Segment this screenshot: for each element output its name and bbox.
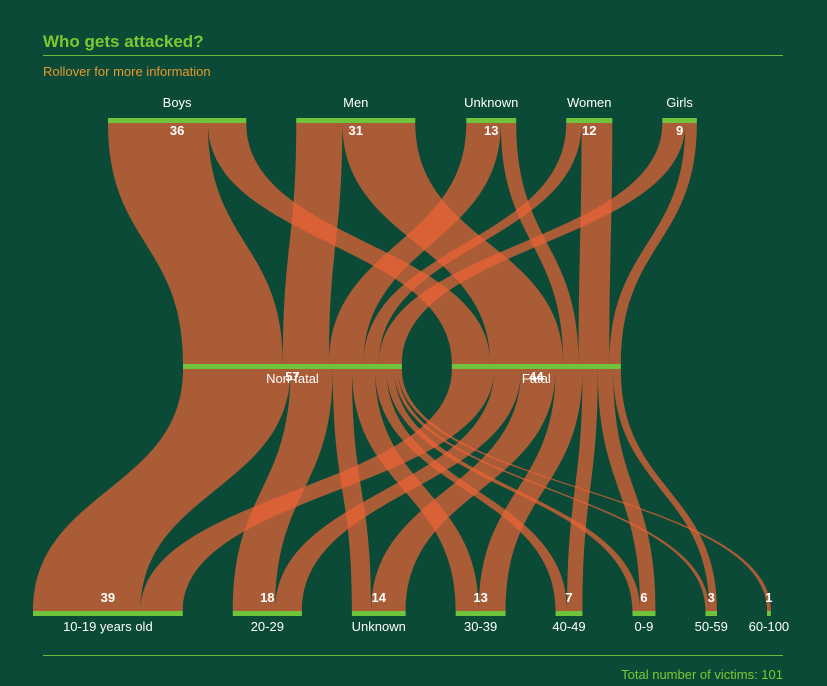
flow-nonfatal-to-a0[interactable]: 2 [386, 369, 641, 611]
node-label-a10: 10-19 years old [63, 619, 153, 634]
node-count-boys: 36 [170, 123, 184, 138]
flow-unknown_person-to-nonfatal[interactable]: 9 [328, 123, 501, 364]
node-bar-boys[interactable] [108, 118, 247, 123]
flow-men-to-nonfatal[interactable]: 12 [282, 123, 343, 364]
node-bar-a30[interactable] [455, 611, 506, 616]
node-label-a20: 20-29 [251, 619, 284, 634]
node-label-men: Men [343, 95, 368, 110]
flow-women-to-nonfatal[interactable]: 4 [363, 123, 582, 364]
node-bar-men[interactable] [296, 118, 416, 123]
node-bars: 36Boys31Men13Unknown12Women9Girls57Non-f… [33, 95, 789, 634]
flow-boys-to-nonfatal[interactable]: 26 [108, 123, 283, 364]
node-bar-unknown_person[interactable] [466, 118, 517, 123]
node-count-a40: 7 [565, 590, 572, 605]
flow-nonfatal-to-a50[interactable]: 1 [394, 369, 710, 611]
node-count-nonfatal: 57 [285, 369, 299, 384]
node-label-boys: Boys [163, 95, 192, 110]
node-label-a30: 30-39 [464, 619, 497, 634]
node-count-men: 31 [349, 123, 363, 138]
flow-nonfatal-to-a30[interactable]: 6 [351, 369, 479, 611]
node-label-nonfatal: Non-fatal [266, 371, 319, 386]
node-bar-aunk[interactable] [351, 611, 406, 616]
node-bar-a60[interactable] [767, 611, 771, 616]
node-count-a20: 18 [260, 590, 274, 605]
flow-fatal-to-a0[interactable]: 4 [597, 369, 656, 611]
node-count-women: 12 [582, 123, 596, 138]
node-bar-a10[interactable] [33, 611, 183, 616]
node-label-girls: Girls [666, 95, 693, 110]
node-count-girls: 9 [676, 123, 683, 138]
node-count-a10: 39 [101, 590, 115, 605]
node-label-fatal: Fatal [522, 371, 551, 386]
node-bar-women[interactable] [566, 118, 613, 123]
node-label-women: Women [567, 95, 612, 110]
chart-title: Who gets attacked? [43, 32, 204, 51]
flow-fatal-to-aunk[interactable]: 9 [371, 369, 556, 611]
node-count-a30: 13 [473, 590, 487, 605]
node-bar-nonfatal[interactable] [183, 364, 402, 369]
node-bar-a0[interactable] [632, 611, 656, 616]
flow-girls-to-nonfatal[interactable]: 6 [378, 123, 686, 364]
node-bar-a50[interactable] [705, 611, 717, 616]
node-bar-a40[interactable] [555, 611, 583, 616]
node-count-a0: 6 [640, 590, 647, 605]
total-victims: Total number of victims: 101 [621, 667, 783, 682]
node-count-fatal: 44 [529, 369, 544, 384]
node-label-aunk: Unknown [352, 619, 406, 634]
node-count-a50: 3 [708, 590, 715, 605]
flow-men-to-fatal[interactable]: 19 [342, 123, 564, 364]
flow-fatal-to-a50[interactable]: 2 [613, 369, 717, 611]
node-label-unknown_person: Unknown [464, 95, 518, 110]
flow-nonfatal-to-a20[interactable]: 11 [232, 369, 333, 611]
footer-divider [43, 655, 783, 656]
flow-fatal-to-a10[interactable]: 11 [140, 369, 495, 611]
flow-fatal-to-a40[interactable]: 4 [567, 369, 598, 611]
title-divider [43, 55, 783, 56]
flow-girls-to-fatal[interactable]: 3 [609, 123, 697, 364]
flow-links: 26101219944863281156321111797442 [33, 123, 771, 611]
node-label-a0: 0-9 [635, 619, 654, 634]
node-label-a60: 60-100 [749, 619, 789, 634]
flow-nonfatal-to-aunk[interactable]: 5 [332, 369, 372, 611]
rollover-hint: Rollover for more information [43, 64, 211, 79]
node-label-a50: 50-59 [695, 619, 728, 634]
node-bar-a20[interactable] [232, 611, 302, 616]
node-bar-fatal[interactable] [451, 364, 621, 369]
flow-boys-to-fatal[interactable]: 10 [207, 123, 491, 364]
flow-women-to-fatal[interactable]: 8 [578, 123, 613, 364]
node-label-a40: 40-49 [552, 619, 585, 634]
node-count-a60: 1 [765, 590, 772, 605]
flow-nonfatal-to-a10[interactable]: 28 [33, 369, 291, 611]
flow-fatal-to-a20[interactable]: 7 [275, 369, 521, 611]
sankey-diagram: 2610121994486328115632111179744236Boys31… [33, 95, 789, 634]
flow-fatal-to-a30[interactable]: 7 [478, 369, 583, 611]
node-count-aunk: 14 [372, 590, 387, 605]
node-bar-girls[interactable] [662, 118, 697, 123]
node-count-unknown_person: 13 [484, 123, 498, 138]
